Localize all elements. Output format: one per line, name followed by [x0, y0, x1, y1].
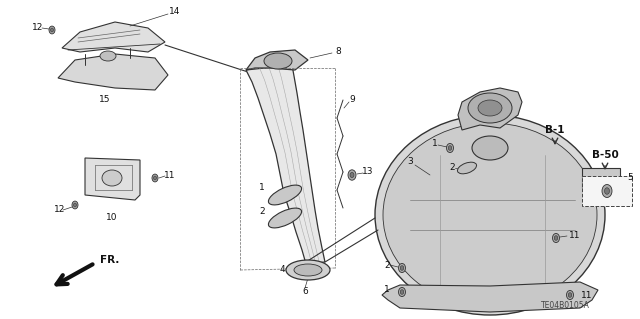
- Text: 1: 1: [259, 183, 265, 192]
- Text: 14: 14: [170, 8, 180, 17]
- Text: 10: 10: [106, 213, 118, 222]
- Ellipse shape: [602, 184, 612, 197]
- Ellipse shape: [605, 188, 609, 194]
- Text: B-50: B-50: [591, 150, 618, 160]
- Text: 12: 12: [32, 24, 44, 33]
- Polygon shape: [246, 65, 325, 264]
- Text: 6: 6: [302, 287, 308, 296]
- Text: 11: 11: [164, 170, 176, 180]
- Ellipse shape: [350, 172, 354, 178]
- Polygon shape: [85, 158, 140, 200]
- Ellipse shape: [268, 185, 301, 205]
- Ellipse shape: [472, 136, 508, 160]
- Ellipse shape: [399, 263, 406, 272]
- Ellipse shape: [348, 170, 356, 180]
- Text: TE04B0105A: TE04B0105A: [541, 301, 590, 310]
- Text: 12: 12: [54, 205, 66, 214]
- Ellipse shape: [400, 266, 404, 270]
- Ellipse shape: [152, 174, 158, 182]
- Text: 8: 8: [335, 48, 341, 56]
- Polygon shape: [582, 176, 632, 206]
- Text: 3: 3: [407, 158, 413, 167]
- Text: 2: 2: [449, 164, 455, 173]
- Text: 11: 11: [569, 231, 580, 240]
- Ellipse shape: [49, 26, 55, 34]
- Text: 1: 1: [384, 286, 390, 294]
- Ellipse shape: [447, 144, 454, 152]
- Text: 1: 1: [432, 139, 438, 149]
- Text: 4: 4: [279, 265, 285, 275]
- Text: 15: 15: [99, 95, 111, 105]
- Ellipse shape: [268, 208, 301, 228]
- Polygon shape: [458, 88, 522, 130]
- Ellipse shape: [468, 93, 512, 123]
- Ellipse shape: [294, 264, 322, 276]
- Ellipse shape: [51, 28, 54, 32]
- Polygon shape: [62, 22, 165, 52]
- Text: 9: 9: [349, 95, 355, 105]
- Ellipse shape: [399, 287, 406, 297]
- Ellipse shape: [566, 291, 573, 300]
- Polygon shape: [382, 282, 598, 312]
- Text: 13: 13: [362, 167, 374, 176]
- Text: 5: 5: [627, 174, 633, 182]
- Text: 11: 11: [581, 292, 593, 300]
- Ellipse shape: [552, 234, 559, 242]
- Ellipse shape: [383, 123, 597, 307]
- Ellipse shape: [458, 162, 477, 174]
- Ellipse shape: [478, 100, 502, 116]
- Polygon shape: [246, 50, 308, 70]
- Text: 2: 2: [384, 261, 390, 270]
- Ellipse shape: [554, 236, 557, 240]
- Ellipse shape: [448, 146, 452, 150]
- Ellipse shape: [154, 176, 157, 180]
- Polygon shape: [582, 168, 620, 188]
- Polygon shape: [58, 54, 168, 90]
- Text: FR.: FR.: [100, 255, 120, 265]
- Text: B-1: B-1: [545, 125, 564, 135]
- Ellipse shape: [74, 203, 77, 207]
- Text: 2: 2: [259, 207, 265, 217]
- Ellipse shape: [102, 170, 122, 186]
- Ellipse shape: [100, 51, 116, 61]
- Ellipse shape: [286, 260, 330, 280]
- Ellipse shape: [375, 115, 605, 315]
- Ellipse shape: [568, 293, 572, 297]
- Ellipse shape: [400, 290, 404, 294]
- Ellipse shape: [264, 53, 292, 69]
- Ellipse shape: [72, 201, 78, 209]
